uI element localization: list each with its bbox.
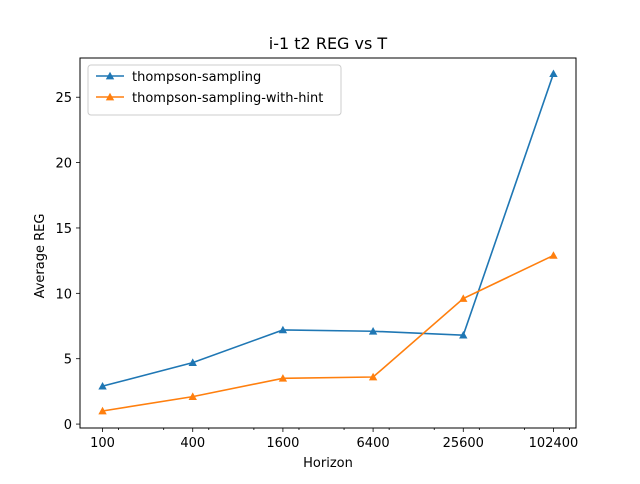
x-axis-label: Horizon	[303, 456, 353, 471]
data-point	[459, 294, 468, 302]
axes-frame	[79, 57, 577, 429]
series-line	[102, 254, 554, 412]
legend-label: thompson-sampling	[132, 70, 261, 85]
plot-area	[79, 57, 577, 429]
data-point	[459, 330, 468, 339]
legend: thompson-sampling thompson-sampling-with-…	[87, 64, 342, 116]
data-point	[188, 358, 197, 366]
legend-box	[87, 64, 342, 116]
x-axis-ticks: 100 400 1600 6400 25600 102400	[90, 428, 578, 451]
x-tick-label: 1600	[266, 436, 299, 451]
y-tick-label: 5	[64, 353, 72, 368]
legend-marker	[105, 92, 115, 101]
x-tick-label: 400	[180, 436, 205, 451]
y-tick-label: 20	[55, 157, 72, 172]
x-tick-label: 100	[90, 436, 115, 451]
x-tick-label: 6400	[357, 436, 390, 451]
y-tick-label: 25	[55, 91, 72, 106]
legend-entry: thompson-sampling	[96, 70, 261, 85]
x-tick-label: 25600	[443, 436, 484, 451]
x-tick-label: 102400	[529, 436, 579, 451]
y-axis-label: Average REG	[33, 214, 48, 299]
y-tick-label: 0	[64, 418, 72, 433]
legend-label: thompson-sampling-with-hint	[132, 91, 323, 106]
data-point	[188, 392, 197, 400]
data-point	[98, 406, 107, 415]
y-axis-ticks: 0 5 10 15 20 25	[55, 91, 80, 433]
data-point	[549, 69, 558, 78]
data-point	[549, 251, 558, 259]
series-2	[98, 251, 558, 415]
chart-title: i-1 t2 REG vs T	[269, 34, 388, 53]
y-tick-label: 15	[55, 222, 72, 237]
y-tick-label: 10	[55, 287, 72, 302]
data-point	[98, 381, 107, 390]
data-point	[278, 374, 288, 382]
data-point	[368, 327, 378, 335]
legend-marker	[105, 71, 115, 80]
legend-entry: thompson-sampling-with-hint	[96, 91, 323, 106]
data-point	[368, 372, 378, 381]
series-layer	[98, 69, 558, 415]
data-point	[278, 325, 288, 334]
